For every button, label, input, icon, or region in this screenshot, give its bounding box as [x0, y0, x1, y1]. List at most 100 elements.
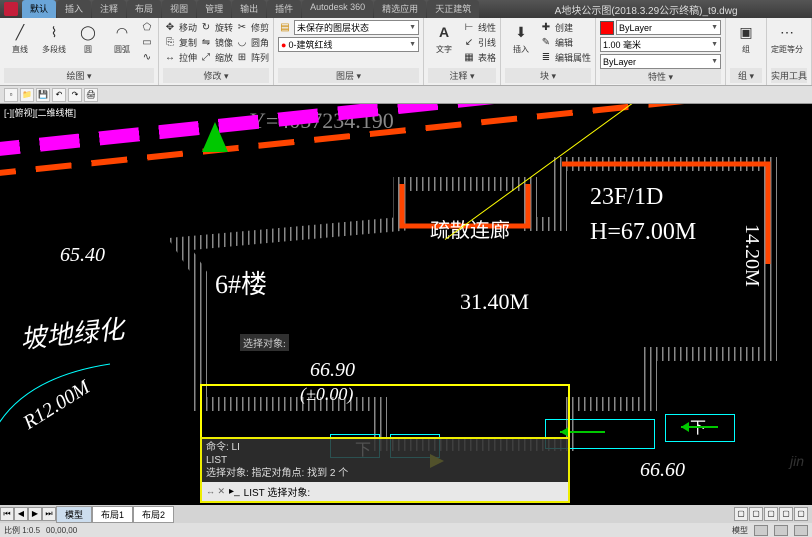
- status-scale: 比例 1:0.5: [4, 525, 40, 536]
- polyline-button[interactable]: ⌇多段线: [38, 20, 70, 68]
- layer-properties-button[interactable]: ▤: [278, 20, 292, 35]
- linetype-combo[interactable]: ByLayer▼: [600, 54, 721, 69]
- status-toggle-3[interactable]: ▢: [764, 507, 778, 521]
- status-toggle-2[interactable]: ▢: [749, 507, 763, 521]
- tab-annotate[interactable]: 注释: [92, 0, 126, 18]
- status-btn-3[interactable]: [794, 525, 808, 536]
- current-layer-combo[interactable]: ●0-建筑红线▼: [278, 37, 419, 52]
- layout2-tab[interactable]: 布局2: [133, 506, 174, 523]
- ribbon: ╱直线 ⌇多段线 ◯圆 ◠圆弧 ⬠ ▭ ∿ 绘图 ▾ ✥移动 ↻旋转 ✂修剪 ⎘…: [0, 18, 812, 86]
- tab-output[interactable]: 输出: [232, 0, 266, 18]
- bldg6-label: 6#楼: [215, 264, 267, 301]
- status-coords: 00,00,00: [46, 526, 77, 535]
- leader-button[interactable]: ↙引线: [462, 35, 496, 49]
- qat-new[interactable]: ▫: [4, 88, 18, 102]
- group-util-label: 实用工具: [771, 68, 807, 83]
- command-window[interactable]: 命令: LI LIST 选择对象: 指定对角点: 找到 2 个 ↔ ✕ ▸_ L…: [200, 437, 570, 503]
- status-toggle-1[interactable]: ▢: [734, 507, 748, 521]
- dim-6540: 65.40: [60, 244, 105, 267]
- qat-save[interactable]: 💾: [36, 88, 50, 102]
- group-props-label: 特性 ▾: [600, 69, 721, 84]
- watermark: jin: [790, 453, 804, 469]
- titlebar: 默认 插入 注释 布局 视图 管理 输出 插件 Autodesk 360 精选应…: [0, 0, 812, 18]
- status-model[interactable]: 模型: [732, 525, 748, 536]
- tab-layout[interactable]: 布局: [127, 0, 161, 18]
- tab-nav-prev[interactable]: ◀: [14, 507, 28, 521]
- qat-redo[interactable]: ↷: [68, 88, 82, 102]
- group-annot-label: 注释 ▾: [428, 68, 496, 83]
- edit-block-button[interactable]: ✎编辑: [539, 35, 591, 49]
- model-tab[interactable]: 模型: [56, 506, 92, 523]
- tab-nav-next[interactable]: ▶: [28, 507, 42, 521]
- command-line[interactable]: ↔ ✕ ▸_ LIST 选择对象:: [202, 482, 568, 501]
- text-button[interactable]: A文字: [428, 20, 460, 68]
- tab-nav-last[interactable]: ⏭: [42, 507, 56, 521]
- create-block-button[interactable]: ✚创建: [539, 20, 591, 34]
- color-combo[interactable]: ByLayer▼: [616, 20, 721, 35]
- array-button[interactable]: ⊞阵列: [235, 50, 269, 64]
- mirror-button[interactable]: ⇋镜像: [199, 35, 233, 49]
- qat-plot[interactable]: 🖨: [84, 88, 98, 102]
- drawing-canvas[interactable]: [-][俯视][二维线框] Y=4057234.190 65.40 6#楼 疏散…: [0, 104, 812, 505]
- tab-plugin[interactable]: 插件: [267, 0, 301, 18]
- insert-block-button[interactable]: ⬇插入: [505, 20, 537, 68]
- layout1-tab[interactable]: 布局1: [92, 506, 133, 523]
- copy-button[interactable]: ⎘复制: [163, 35, 197, 49]
- d6660: 66.60: [640, 459, 685, 482]
- group-utilities: ⋯定距等分 实用工具: [767, 18, 812, 85]
- group-draw-label: 绘图 ▾: [4, 68, 154, 83]
- draw-extra-1[interactable]: ⬠: [140, 20, 154, 34]
- status-toggle-5[interactable]: ▢: [794, 507, 808, 521]
- cmd-prompt-icon: ▸_: [229, 486, 240, 497]
- fillet-button[interactable]: ◡圆角: [235, 35, 269, 49]
- tab-manage[interactable]: 管理: [197, 0, 231, 18]
- tab-view[interactable]: 视图: [162, 0, 196, 18]
- qat-open[interactable]: 📁: [20, 88, 34, 102]
- tab-nav-first[interactable]: ⏮: [0, 507, 14, 521]
- tab-insert[interactable]: 插入: [57, 0, 91, 18]
- viewport-label: [-][俯视][二维线框]: [4, 106, 76, 119]
- ribbon-tabs: 默认 插入 注释 布局 视图 管理 输出 插件 Autodesk 360 精选应…: [22, 0, 480, 18]
- group-modify-label: 修改 ▾: [163, 68, 269, 83]
- group-block: ⬇插入 ✚创建 ✎编辑 ≣编辑属性 块 ▾: [501, 18, 596, 85]
- group-annotation: A文字 ⊢线性 ↙引线 ▦表格 注释 ▾: [424, 18, 501, 85]
- tab-default[interactable]: 默认: [22, 0, 56, 18]
- app-icon: [4, 2, 18, 16]
- height-label: H=67.00M: [590, 219, 696, 246]
- draw-extra-2[interactable]: ▭: [140, 35, 154, 49]
- status-toggle-4[interactable]: ▢: [779, 507, 793, 521]
- group-group-label: 组 ▾: [730, 68, 762, 83]
- tab-featured[interactable]: 精选应用: [374, 0, 426, 18]
- cyan-arc: [0, 354, 120, 504]
- scale-button[interactable]: ⤢缩放: [199, 50, 233, 64]
- group-draw: ╱直线 ⌇多段线 ◯圆 ◠圆弧 ⬠ ▭ ∿ 绘图 ▾: [0, 18, 159, 85]
- status-btn-1[interactable]: [754, 525, 768, 536]
- trim-button[interactable]: ✂修剪: [235, 20, 269, 34]
- lineweight-combo[interactable]: 1.00 毫米▼: [600, 37, 721, 52]
- group-button[interactable]: ▣组: [730, 20, 762, 68]
- qat-undo[interactable]: ↶: [52, 88, 66, 102]
- circle-button[interactable]: ◯圆: [72, 20, 104, 68]
- statusbar: 比例 1:0.5 00,00,00 模型: [0, 523, 812, 537]
- cmd-handle-icon[interactable]: ↔ ✕: [206, 486, 225, 497]
- arc-button[interactable]: ◠圆弧: [106, 20, 138, 68]
- draw-extra-3[interactable]: ∿: [140, 50, 154, 64]
- green-arrow-2: [676, 420, 726, 434]
- status-btn-2[interactable]: [774, 525, 788, 536]
- line-button[interactable]: ╱直线: [4, 20, 36, 68]
- group-block-label: 块 ▾: [505, 68, 591, 83]
- vdim-label: 14.20M: [740, 224, 763, 287]
- corridor-label: 疏散连廊: [430, 214, 510, 243]
- table-button[interactable]: ▦表格: [462, 50, 496, 64]
- linear-dim-button[interactable]: ⊢线性: [462, 20, 496, 34]
- tab-a360[interactable]: Autodesk 360: [302, 0, 373, 18]
- edit-attr-button[interactable]: ≣编辑属性: [539, 50, 591, 64]
- rotate-button[interactable]: ↻旋转: [199, 20, 233, 34]
- divide-button[interactable]: ⋯定距等分: [771, 20, 803, 68]
- stretch-button[interactable]: ↔拉伸: [163, 50, 197, 64]
- color-swatch[interactable]: [600, 21, 614, 35]
- d6690: 66.90: [310, 359, 355, 382]
- tab-tangent[interactable]: 天正建筑: [427, 0, 479, 18]
- move-button[interactable]: ✥移动: [163, 20, 197, 34]
- layer-state-combo[interactable]: 未保存的图层状态▼: [294, 20, 419, 35]
